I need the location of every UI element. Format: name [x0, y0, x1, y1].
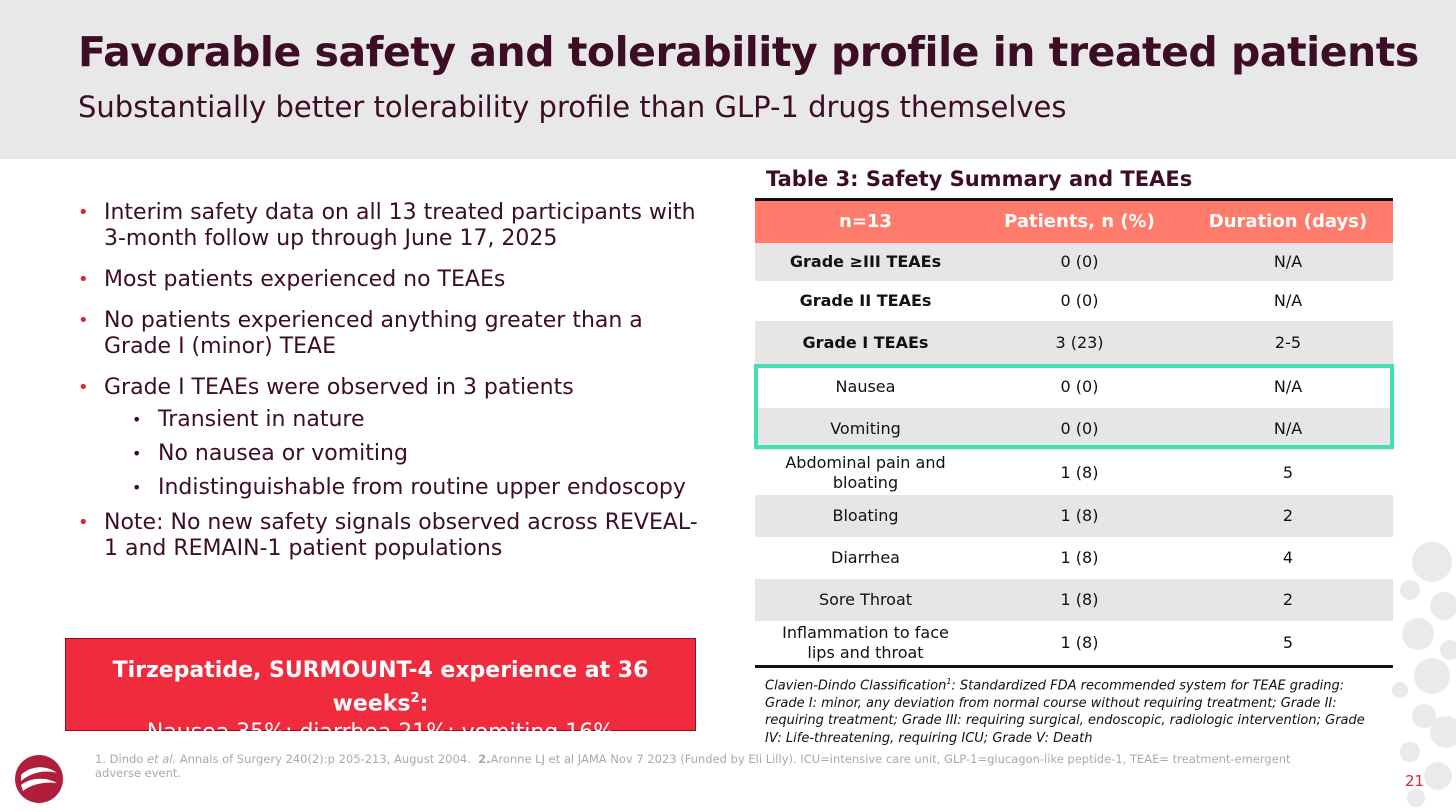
table-row: Bloating 1 (8) 2	[755, 495, 1393, 537]
callout-heading-text: Tirzepatide, SURMOUNT-4 experience at 36…	[112, 658, 649, 717]
safety-summary-table: n=13 Patients, n (%) Duration (days) Gra…	[755, 198, 1393, 668]
header-cell: Duration (days)	[1208, 211, 1368, 232]
header-cell: Patients, n (%)	[1004, 211, 1155, 232]
callout-heading: Tirzepatide, SURMOUNT-4 experience at 36…	[66, 657, 695, 718]
table-cell: Grade ≥III TEAEs	[789, 252, 942, 271]
slide-title: Favorable safety and tolerability profil…	[78, 28, 1419, 76]
table-header-row: n=13 Patients, n (%) Duration (days)	[755, 201, 1393, 243]
decorative-bubbles-icon	[1392, 542, 1456, 807]
table-cell: Bloating	[832, 506, 899, 525]
sub-bullet-text: No nausea or vomiting	[158, 441, 408, 466]
table-cell: Diarrhea	[831, 548, 900, 567]
table-cell: N/A	[1273, 376, 1303, 396]
table-row: Grade ≥III TEAEs 0 (0) N/A	[755, 243, 1393, 281]
table-cell: Nausea	[835, 376, 896, 396]
table-cell: 0 (0)	[1060, 291, 1099, 310]
bullet-text: Note: No new safety signals observed acr…	[104, 510, 698, 561]
note-superscript: 1	[946, 677, 952, 686]
slide-subtitle: Substantially better tolerability profil…	[78, 90, 1067, 124]
table-row: Abdominal pain and bloating 1 (8) 5	[755, 450, 1393, 495]
table-row: Nausea 0 (0) N/A	[755, 365, 1393, 408]
table-row: Diarrhea 1 (8) 4	[755, 537, 1393, 579]
table-cell: 1 (8)	[1060, 590, 1099, 609]
bullet-text: Interim safety data on all 13 treated pa…	[104, 200, 696, 251]
sub-bullet-dot-icon: •	[132, 444, 142, 463]
bullet-item: • Grade I TEAEs were observed in 3 patie…	[78, 375, 698, 501]
table-cell: 5	[1282, 462, 1294, 482]
table-cell: N/A	[1273, 419, 1303, 438]
table-title: Table 3: Safety Summary and TEAEs	[766, 167, 1193, 191]
ref-text: Annals of Surgery 240(2):p 205-213, Augu…	[179, 752, 471, 766]
bullet-dot-icon: •	[78, 310, 89, 331]
table-row: Grade II TEAEs 0 (0) N/A	[755, 281, 1393, 321]
table-row: Grade I TEAEs 3 (23) 2-5	[755, 321, 1393, 365]
table-cell: Grade II TEAEs	[799, 291, 932, 310]
bullet-text: No patients experienced anything greater…	[104, 308, 643, 359]
table-cell: Sore Throat	[818, 590, 913, 609]
clavien-dindo-note: Clavien-Dindo Classification1: Standardi…	[765, 673, 1385, 747]
table-cell: 1 (8)	[1060, 548, 1099, 567]
bullet-dot-icon: •	[78, 269, 89, 290]
sub-bullet-item: • Transient in nature	[104, 407, 698, 433]
table-cell: 0 (0)	[1060, 376, 1099, 396]
table-cell: N/A	[1273, 252, 1303, 271]
sub-bullet-text: Indistinguishable from routine upper end…	[158, 475, 686, 500]
ref-text: Dindo	[109, 752, 144, 766]
table-cell: 2	[1282, 506, 1294, 525]
bullet-dot-icon: •	[78, 202, 89, 223]
table-cell: Grade I TEAEs	[802, 333, 929, 352]
header-band	[0, 0, 1456, 159]
note-text: : Standardized FDA recommended system fo…	[765, 678, 1365, 746]
table-cell: Vomiting	[830, 419, 901, 438]
ref-number: 2.	[478, 752, 491, 766]
table-cell: 1 (8)	[1060, 506, 1099, 525]
table-cell: 2	[1282, 590, 1294, 609]
sub-bullet-list: • Transient in nature • No nausea or vom…	[104, 407, 698, 501]
bullet-item: • Note: No new safety signals observed a…	[78, 510, 698, 562]
callout-superscript: 2	[410, 691, 420, 706]
table-cell: 0 (0)	[1060, 419, 1099, 438]
table-cell: 4	[1282, 548, 1294, 567]
table-cell: 5	[1282, 633, 1294, 652]
table-row: Vomiting 0 (0) N/A	[755, 408, 1393, 450]
page-number: 21	[1405, 772, 1425, 790]
bullet-text: Most patients experienced no TEAEs	[104, 267, 506, 292]
bullet-item: • No patients experienced anything great…	[78, 308, 698, 360]
table-cell: N/A	[1273, 291, 1303, 310]
table-cell: 0 (0)	[1060, 252, 1099, 271]
bullet-dot-icon: •	[78, 512, 89, 533]
table-cell: 1 (8)	[1060, 633, 1099, 652]
bullet-dot-icon: •	[78, 377, 89, 398]
sub-bullet-item: • Indistinguishable from routine upper e…	[104, 475, 698, 501]
tirzepatide-callout-box: Tirzepatide, SURMOUNT-4 experience at 36…	[65, 638, 696, 745]
sub-bullet-dot-icon: •	[132, 410, 142, 429]
table-cell: 2-5	[1274, 333, 1302, 352]
sub-bullet-dot-icon: •	[132, 478, 142, 497]
bullet-item: • Most patients experienced no TEAEs	[78, 267, 698, 293]
sub-bullet-text: Transient in nature	[158, 407, 365, 432]
sub-bullet-item: • No nausea or vomiting	[104, 441, 698, 467]
table-cell: 1 (8)	[1060, 462, 1099, 482]
table-cell: 3 (23)	[1055, 333, 1104, 352]
ref-text: Aronne LJ et al JAMA Nov 7 2023 (Funded …	[95, 752, 1291, 780]
callout-stats: Nausea 35%; diarrhea 21%; vomiting 16%	[146, 720, 615, 746]
bullet-list: • Interim safety data on all 13 treated …	[78, 200, 698, 577]
callout-heading-suffix: :	[419, 691, 429, 717]
ref-number: 1.	[95, 752, 106, 766]
table-cell: Inflammation to face lips and throat	[782, 623, 949, 662]
company-logo-icon	[15, 755, 63, 803]
references-footnote: 1. Dindo et al. Annals of Surgery 240(2)…	[95, 752, 1305, 780]
ref-text-italic: et al.	[146, 752, 177, 766]
nausea-vomiting-highlight-box	[754, 364, 1394, 449]
table-cell: Abdominal pain and bloating	[785, 452, 946, 492]
bullet-text: Grade I TEAEs were observed in 3 patient…	[104, 375, 574, 400]
note-label: Clavien-Dindo Classification	[765, 678, 947, 694]
bullet-item: • Interim safety data on all 13 treated …	[78, 200, 698, 252]
table-row: Inflammation to face lips and throat 1 (…	[755, 621, 1393, 665]
header-cell: n=13	[839, 211, 892, 232]
table-row: Sore Throat 1 (8) 2	[755, 579, 1393, 621]
